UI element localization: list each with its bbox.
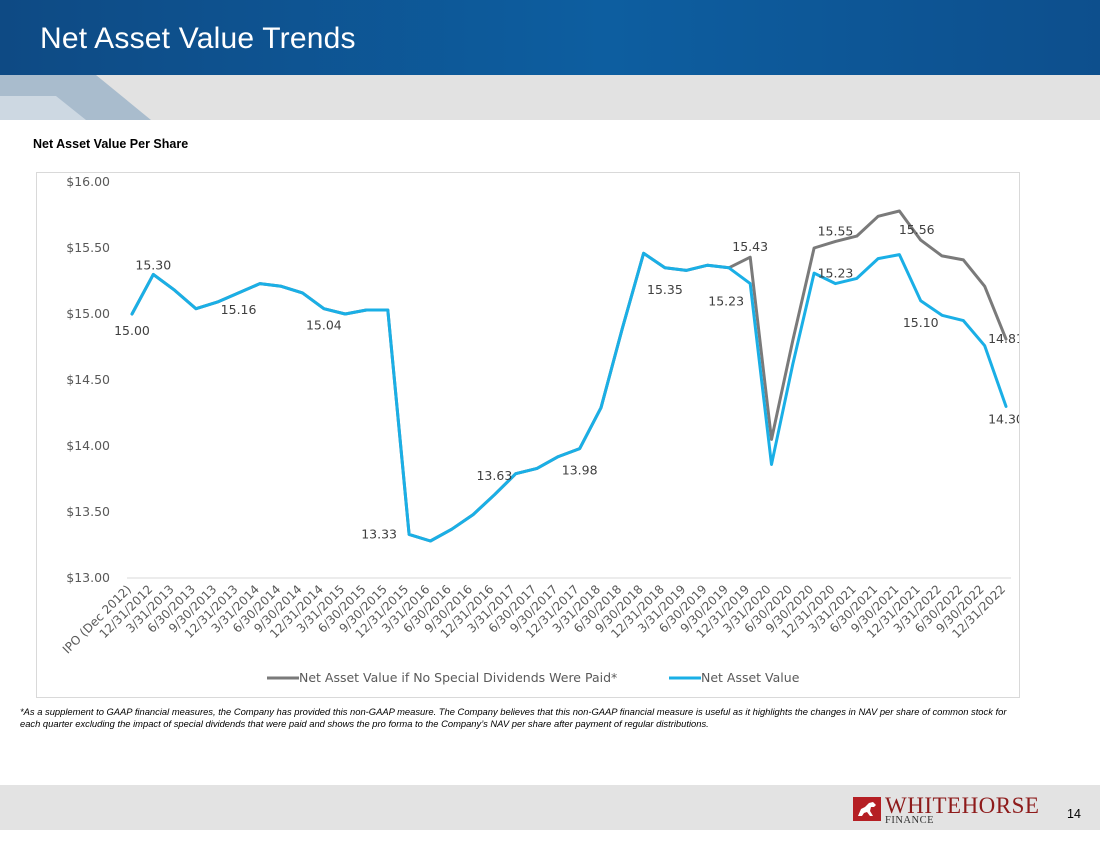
y-tick-label: $14.00	[66, 438, 110, 453]
y-tick-label: $15.00	[66, 306, 110, 321]
whitehorse-logo: WHITEHORSE FINANCE	[853, 793, 1043, 826]
header: Net Asset Value Trends	[0, 0, 1100, 120]
data-label: 14.81	[988, 331, 1019, 346]
chart-legend: Net Asset Value if No Special Dividends …	[267, 670, 800, 685]
data-label: 15.00	[114, 323, 150, 338]
data-label: 15.55	[818, 223, 854, 238]
chart-subtitle: Net Asset Value Per Share	[33, 137, 189, 151]
nav-line-chart: $13.00 $13.50 $14.00 $14.50 $15.00 $15.50 $16.…	[60, 174, 1019, 685]
logo-wordmark: WHITEHORSE	[885, 793, 1040, 818]
logo-subtext: FINANCE	[885, 815, 935, 826]
data-label: 15.16	[221, 302, 257, 317]
data-label: 13.33	[361, 526, 397, 541]
series-lines	[130, 209, 1008, 543]
data-label: 15.04	[306, 318, 342, 333]
horse-icon	[853, 797, 881, 821]
data-label: 15.23	[818, 266, 854, 281]
y-tick-label: $16.00	[66, 174, 110, 189]
data-label: 15.23	[708, 294, 744, 309]
data-label: 15.56	[899, 222, 935, 237]
legend-label-nav: Net Asset Value	[701, 670, 800, 685]
page-number: 14	[1067, 807, 1081, 821]
y-axis-ticks: $13.00 $13.50 $14.00 $14.50 $15.00 $15.50 $16.…	[66, 174, 110, 585]
y-tick-label: $14.50	[66, 372, 110, 387]
header-accent-shape	[0, 75, 151, 120]
data-label: 13.98	[562, 463, 598, 478]
legend-label-nodiv: Net Asset Value if No Special Dividends …	[299, 670, 617, 685]
data-label: 13.63	[476, 468, 512, 483]
x-axis-ticks: IPO (Dec 2012)12/31/20123/31/20136/30/20…	[60, 582, 1008, 656]
footer-band	[0, 785, 1100, 830]
footnote: *As a supplement to GAAP financial measu…	[20, 706, 1007, 729]
series-line-nav	[130, 251, 1008, 543]
data-label: 15.35	[647, 282, 683, 297]
y-tick-label: $13.50	[66, 504, 110, 519]
data-label: 15.10	[903, 315, 939, 330]
data-label: 15.30	[135, 257, 171, 272]
page-title: Net Asset Value Trends	[40, 22, 356, 55]
chart-area: $13.00 $13.50 $14.00 $14.50 $15.00 $15.50 $16.…	[36, 172, 1020, 698]
title-band: Net Asset Value Trends	[0, 0, 1100, 75]
data-label: 15.43	[732, 239, 768, 254]
y-tick-label: $13.00	[66, 570, 110, 585]
data-labels: 15.00 15.30 15.16 15.04 15.43 15.55 15.56 14.8 1…	[114, 222, 1019, 541]
data-label: 14.30	[988, 411, 1019, 426]
y-tick-label: $15.50	[66, 240, 110, 255]
